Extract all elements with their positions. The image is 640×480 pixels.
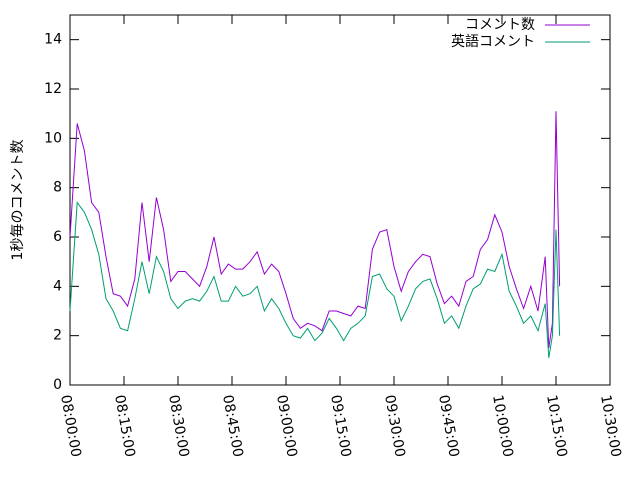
y-tick-label: 8 [53, 180, 62, 196]
x-tick-label: 08:00:00 [57, 394, 84, 459]
x-tick-label: 08:45:00 [219, 394, 246, 459]
y-tick-label: 12 [44, 81, 62, 97]
x-tick-label: 08:30:00 [165, 394, 192, 459]
y-tick-label: 10 [44, 130, 62, 146]
y-tick-label: 0 [53, 377, 62, 393]
y-axis-label: 1秒毎のコメント数 [10, 140, 26, 261]
y-tick-label: 4 [53, 278, 62, 294]
series-line [69, 201, 561, 358]
x-tick-label: 08:15:00 [111, 394, 138, 459]
x-tick-label: 09:15:00 [327, 394, 354, 459]
x-tick-label: 09:45:00 [435, 394, 462, 459]
x-tick-label: 09:30:00 [381, 394, 408, 459]
x-tick-label: 10:00:00 [489, 394, 516, 459]
series-line [69, 111, 561, 349]
legend-label: 英語コメント [451, 33, 535, 50]
x-tick-label: 09:00:00 [273, 394, 300, 459]
y-tick-label: 14 [44, 32, 62, 48]
plot-border [69, 14, 611, 386]
legend-label: コメント数 [465, 17, 535, 33]
x-tick-label: 10:30:00 [597, 394, 624, 459]
y-tick-label: 6 [53, 229, 62, 245]
x-tick-label: 10:15:00 [543, 394, 570, 459]
y-tick-label: 2 [53, 328, 62, 344]
